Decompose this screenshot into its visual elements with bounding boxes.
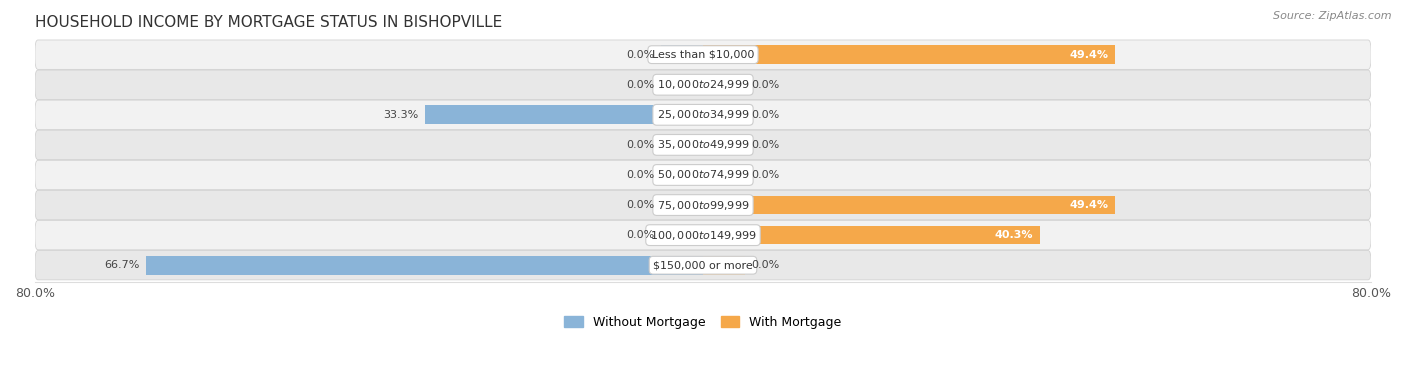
Text: $10,000 to $24,999: $10,000 to $24,999 <box>657 78 749 91</box>
Legend: Without Mortgage, With Mortgage: Without Mortgage, With Mortgage <box>564 316 842 329</box>
Bar <box>661 45 703 64</box>
FancyBboxPatch shape <box>35 190 1371 220</box>
Bar <box>703 166 745 184</box>
Text: 0.0%: 0.0% <box>626 170 655 180</box>
Bar <box>703 106 745 124</box>
Text: 0.0%: 0.0% <box>626 200 655 210</box>
Text: 49.4%: 49.4% <box>1070 50 1109 60</box>
Text: Less than $10,000: Less than $10,000 <box>652 50 754 60</box>
Text: 40.3%: 40.3% <box>994 230 1033 240</box>
Text: Source: ZipAtlas.com: Source: ZipAtlas.com <box>1274 11 1392 21</box>
Bar <box>703 196 1115 215</box>
FancyBboxPatch shape <box>35 70 1371 100</box>
Text: $25,000 to $34,999: $25,000 to $34,999 <box>657 108 749 121</box>
Text: 33.3%: 33.3% <box>382 110 418 120</box>
Bar <box>661 226 703 244</box>
Bar <box>661 75 703 94</box>
Text: $75,000 to $99,999: $75,000 to $99,999 <box>657 199 749 211</box>
Bar <box>661 166 703 184</box>
Text: 0.0%: 0.0% <box>751 170 780 180</box>
Text: 0.0%: 0.0% <box>751 260 780 270</box>
Bar <box>703 45 1115 64</box>
Text: 0.0%: 0.0% <box>751 80 780 90</box>
Bar <box>661 136 703 154</box>
Bar <box>703 226 1039 244</box>
FancyBboxPatch shape <box>35 221 1371 250</box>
Bar <box>703 75 745 94</box>
Text: $150,000 or more: $150,000 or more <box>654 260 752 270</box>
FancyBboxPatch shape <box>35 160 1371 190</box>
Bar <box>703 136 745 154</box>
Text: 0.0%: 0.0% <box>626 50 655 60</box>
Text: 0.0%: 0.0% <box>626 230 655 240</box>
Text: HOUSEHOLD INCOME BY MORTGAGE STATUS IN BISHOPVILLE: HOUSEHOLD INCOME BY MORTGAGE STATUS IN B… <box>35 15 502 30</box>
Text: 66.7%: 66.7% <box>104 260 139 270</box>
Bar <box>661 196 703 215</box>
Bar <box>703 256 745 274</box>
Text: 0.0%: 0.0% <box>626 140 655 150</box>
Text: 49.4%: 49.4% <box>1070 200 1109 210</box>
Bar <box>146 256 703 274</box>
Text: 0.0%: 0.0% <box>751 110 780 120</box>
FancyBboxPatch shape <box>35 130 1371 159</box>
Text: $35,000 to $49,999: $35,000 to $49,999 <box>657 138 749 152</box>
FancyBboxPatch shape <box>35 100 1371 129</box>
Text: $100,000 to $149,999: $100,000 to $149,999 <box>650 228 756 242</box>
Text: $50,000 to $74,999: $50,000 to $74,999 <box>657 169 749 181</box>
Text: 0.0%: 0.0% <box>626 80 655 90</box>
Text: 0.0%: 0.0% <box>751 140 780 150</box>
Bar <box>425 106 703 124</box>
FancyBboxPatch shape <box>35 40 1371 69</box>
FancyBboxPatch shape <box>35 251 1371 280</box>
